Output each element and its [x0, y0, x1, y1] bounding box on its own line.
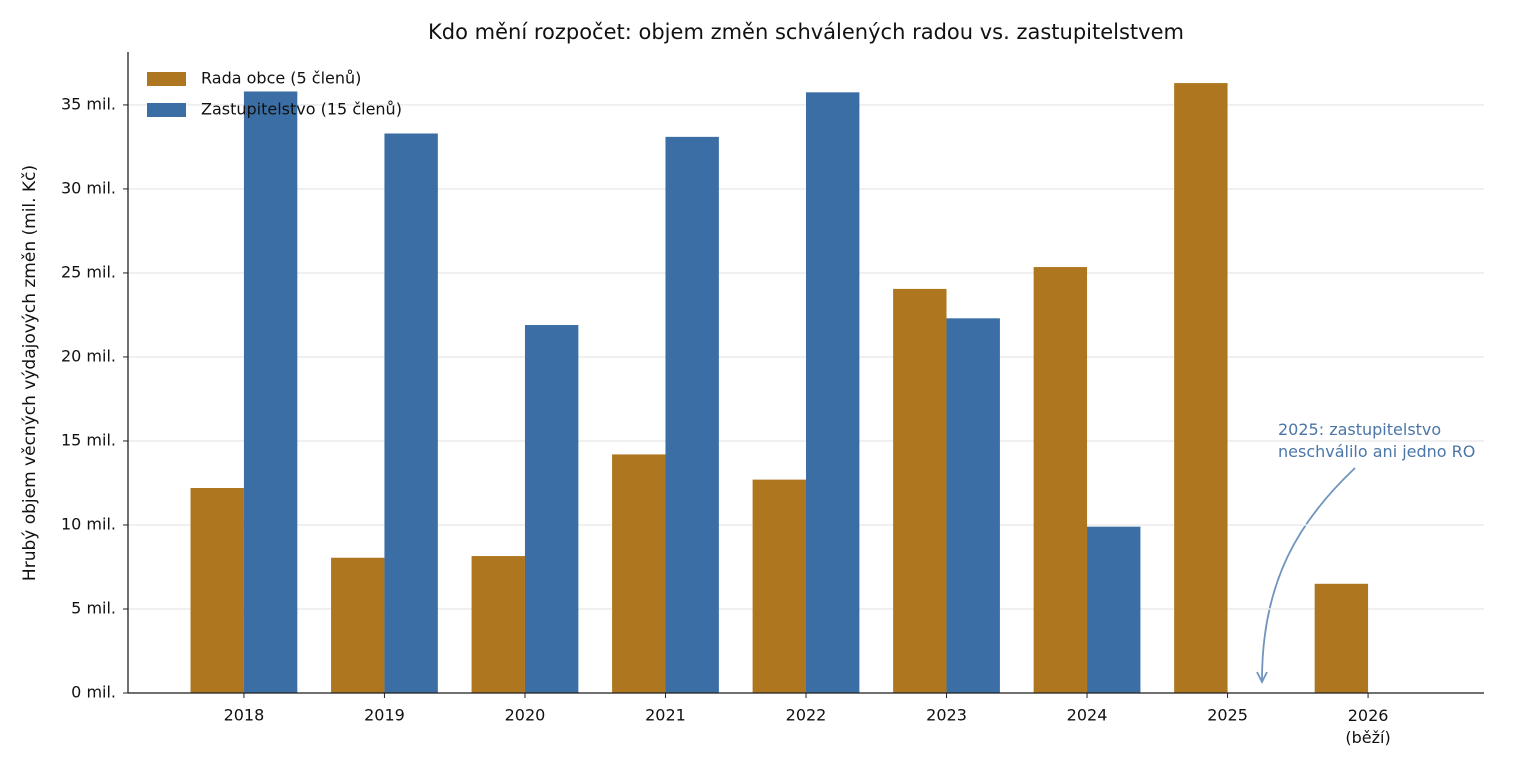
y-tick-label: 25 mil.: [61, 262, 116, 281]
x-tick-label: 2024: [1067, 706, 1108, 725]
x-tick-label: 2019: [364, 706, 405, 725]
x-tick-label: 2020: [505, 706, 546, 725]
x-tick-label: 2018: [224, 706, 265, 725]
bar: [612, 454, 666, 693]
x-tick-label: 2025: [1207, 706, 1248, 725]
y-tick-label: 0 mil.: [71, 683, 116, 702]
y-tick-label: 10 mil.: [61, 514, 116, 533]
bar: [524, 325, 579, 693]
bar: [806, 92, 860, 694]
bar: [665, 136, 719, 693]
bar: [1033, 267, 1088, 693]
bar: [331, 557, 385, 693]
bar: [243, 91, 298, 693]
x-tick-label: 2026 (běží): [1345, 706, 1390, 747]
legend-swatch: [147, 72, 186, 86]
bar: [893, 288, 947, 693]
bar: [1314, 583, 1369, 693]
bar: [752, 479, 806, 693]
chart-title: Kdo mění rozpočet: objem změn schválenýc…: [428, 20, 1184, 44]
bar: [190, 488, 244, 693]
y-tick-label: 35 mil.: [61, 94, 116, 113]
bar: [946, 318, 1000, 693]
annotation: 2025: zastupitelstvo neschválilo ani jedn…: [1278, 420, 1475, 461]
legend-label: Rada obce (5 členů): [201, 69, 361, 88]
y-axis-label: Hrubý objem věcných výdajových změn (mil…: [20, 165, 40, 581]
y-tick-label: 30 mil.: [61, 178, 116, 197]
bar: [1174, 83, 1228, 694]
bar: [384, 133, 438, 693]
x-tick-label: 2023: [926, 706, 967, 725]
legend-label: Zastupitelstvo (15 členů): [201, 100, 402, 119]
annotation-arrowhead: [1256, 671, 1268, 685]
bar: [471, 556, 525, 693]
y-tick-label: 20 mil.: [61, 346, 116, 365]
x-tick-label: 2021: [645, 706, 686, 725]
y-tick-label: 15 mil.: [61, 430, 116, 449]
y-tick-label: 5 mil.: [71, 598, 116, 617]
annotation-arrow: [1261, 467, 1356, 681]
bar: [1087, 526, 1141, 693]
legend-swatch: [147, 103, 186, 117]
x-tick-label: 2022: [786, 706, 827, 725]
